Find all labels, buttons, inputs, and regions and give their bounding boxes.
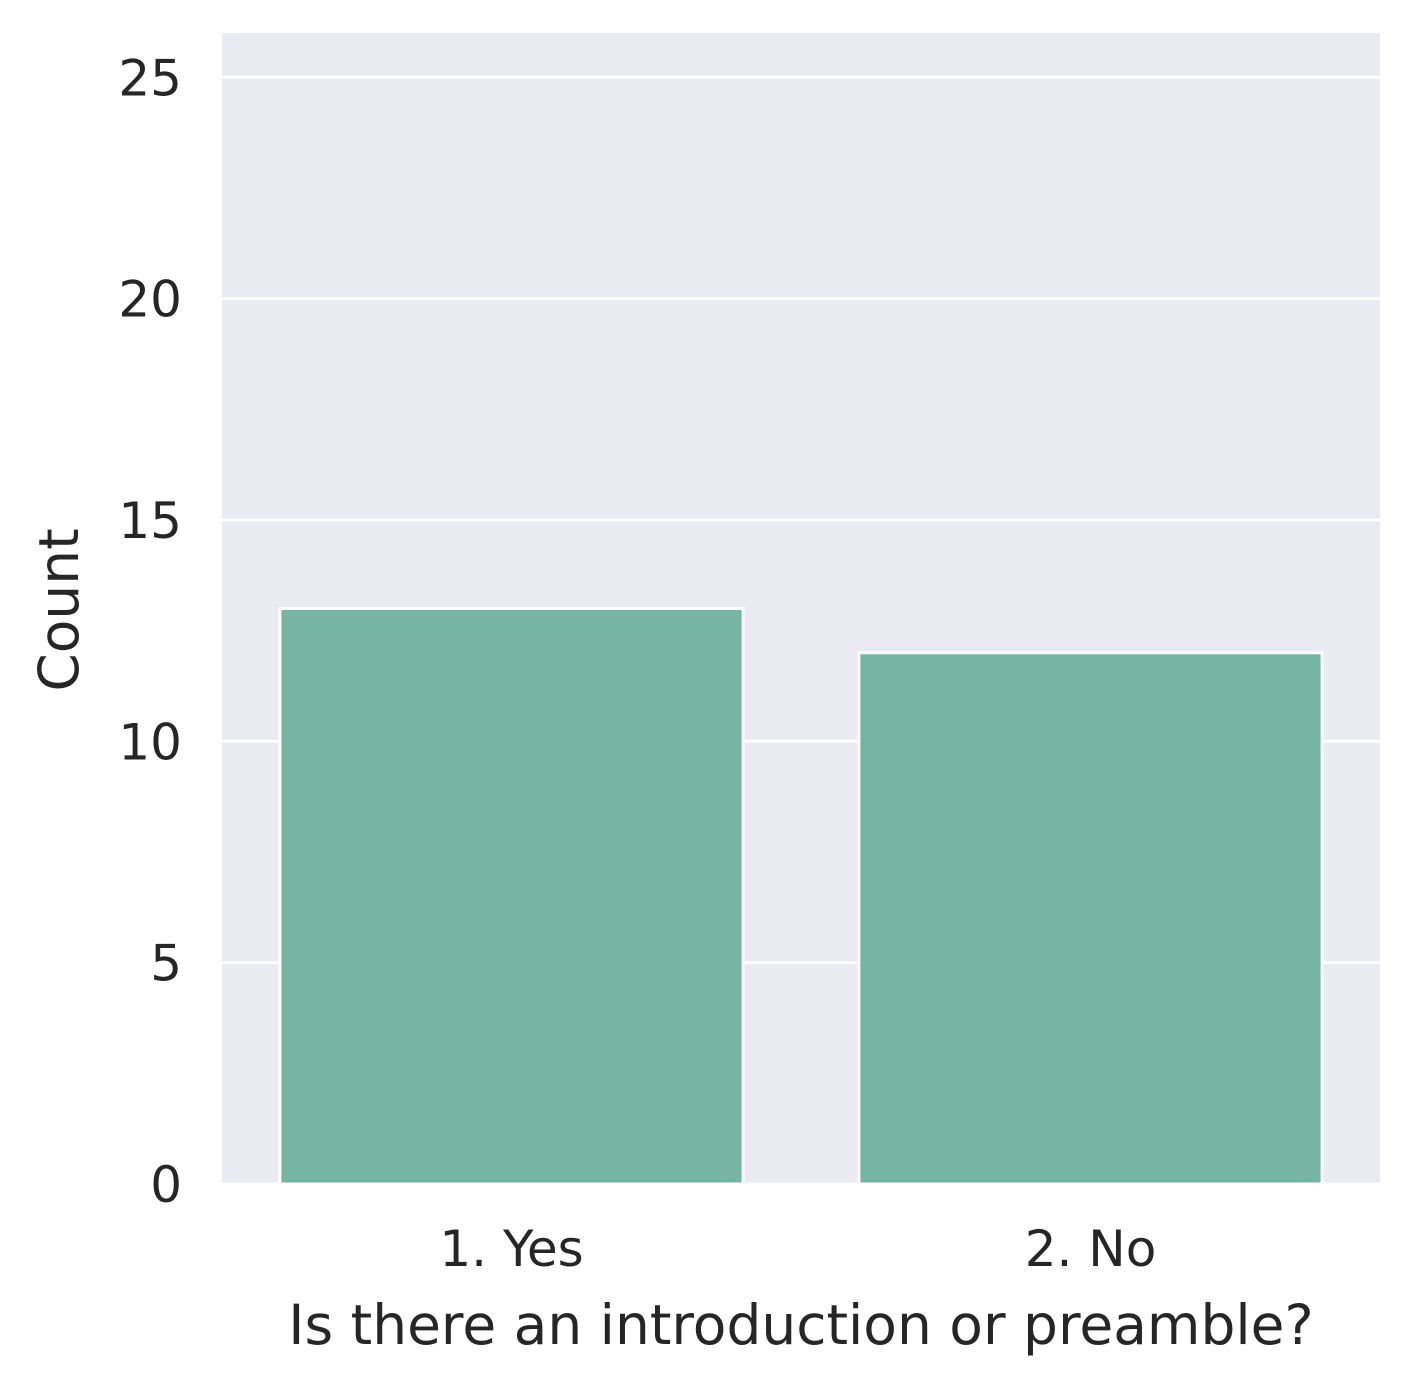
bar-1 (278, 607, 745, 1186)
y-tick-label: 0 (150, 1156, 182, 1214)
bar-2 (857, 651, 1324, 1186)
y-tick-label: 5 (150, 935, 182, 993)
x-tick-label: 1. Yes (439, 1220, 583, 1278)
x-axis-label: Is there an introduction or preamble? (288, 1293, 1313, 1357)
y-tick-labels: 0 5 10 15 20 25 (118, 49, 182, 1214)
y-tick-label: 20 (118, 271, 182, 329)
y-tick-label: 15 (118, 492, 182, 550)
bars (278, 607, 1324, 1186)
y-axis-label: Count (27, 528, 91, 691)
x-tick-labels: 1. Yes 2. No (439, 1220, 1156, 1278)
y-tick-label: 10 (118, 713, 182, 771)
x-tick-label: 2. No (1025, 1220, 1157, 1278)
y-tick-label: 25 (118, 49, 182, 107)
